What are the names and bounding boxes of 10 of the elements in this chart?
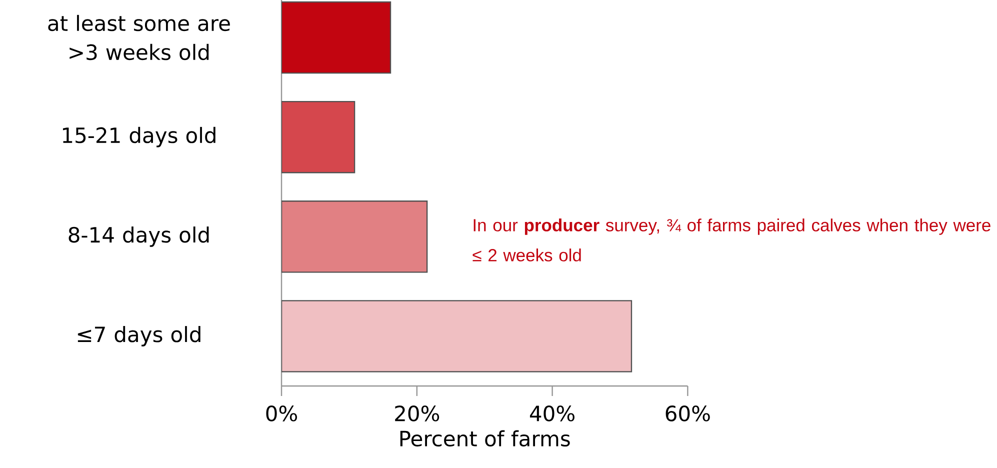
x-tick-label: 20% xyxy=(395,406,440,422)
y-tick-label: ≤7 days old xyxy=(78,326,200,346)
x-tick-label: 40% xyxy=(530,406,574,422)
x-axis-title: Percent of farms xyxy=(400,430,570,447)
y-tick-label: 8-14 days old xyxy=(68,226,209,247)
y-tick-label: at least some are >3 weeks old xyxy=(48,14,230,60)
x-tick-label: 0% xyxy=(266,406,297,422)
x-tick-label: 60% xyxy=(666,406,710,422)
text: In our producer survey, ¾ of farms paired calves when they were ≤ 2 weeks old xyxy=(472,218,990,262)
y-tick-label: 15-21 days old xyxy=(62,126,216,148)
